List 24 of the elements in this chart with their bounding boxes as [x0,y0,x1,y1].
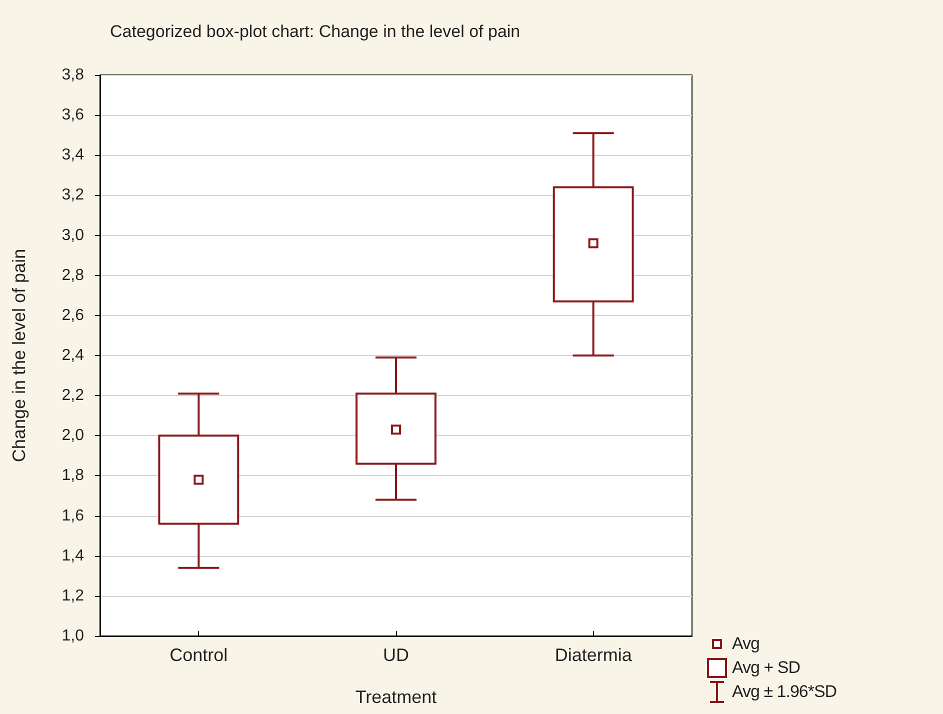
y-tick-label: 2,8 [62,266,84,284]
y-tick-label: 3,0 [62,226,84,244]
x-tick-label: Diatermia [554,645,633,665]
y-tick-label: 2,4 [62,347,84,364]
text: Avg + SD [732,658,800,678]
text: Avg [732,634,760,654]
x-tick-label: Control [170,645,228,665]
x-tick-label: UD [383,645,409,665]
y-tick-label: 2,2 [62,387,84,404]
text: Avg ± 1.96*SD [732,682,837,702]
x-axis-title: Treatment [355,687,437,707]
y-tick-label: 1,8 [62,467,84,484]
y-tick-label: 3,8 [62,66,84,84]
y-tick-label: 1,2 [62,587,84,604]
y-tick-label: 1,4 [62,547,84,564]
y-tick-label: 1,6 [62,507,84,524]
y-tick-label: 2,6 [62,306,84,324]
y-tick-label: 3,2 [62,186,84,204]
chart-title: Categorized box-plot chart: Change in the level of pain [110,22,520,41]
y-tick-label: 3,4 [62,146,84,164]
y-tick-label: 2,0 [62,427,84,444]
y-tick-label: 1,0 [62,628,84,644]
y-axis-title: Change in the level of pain [9,248,29,462]
y-tick-label: 3,6 [62,106,84,124]
